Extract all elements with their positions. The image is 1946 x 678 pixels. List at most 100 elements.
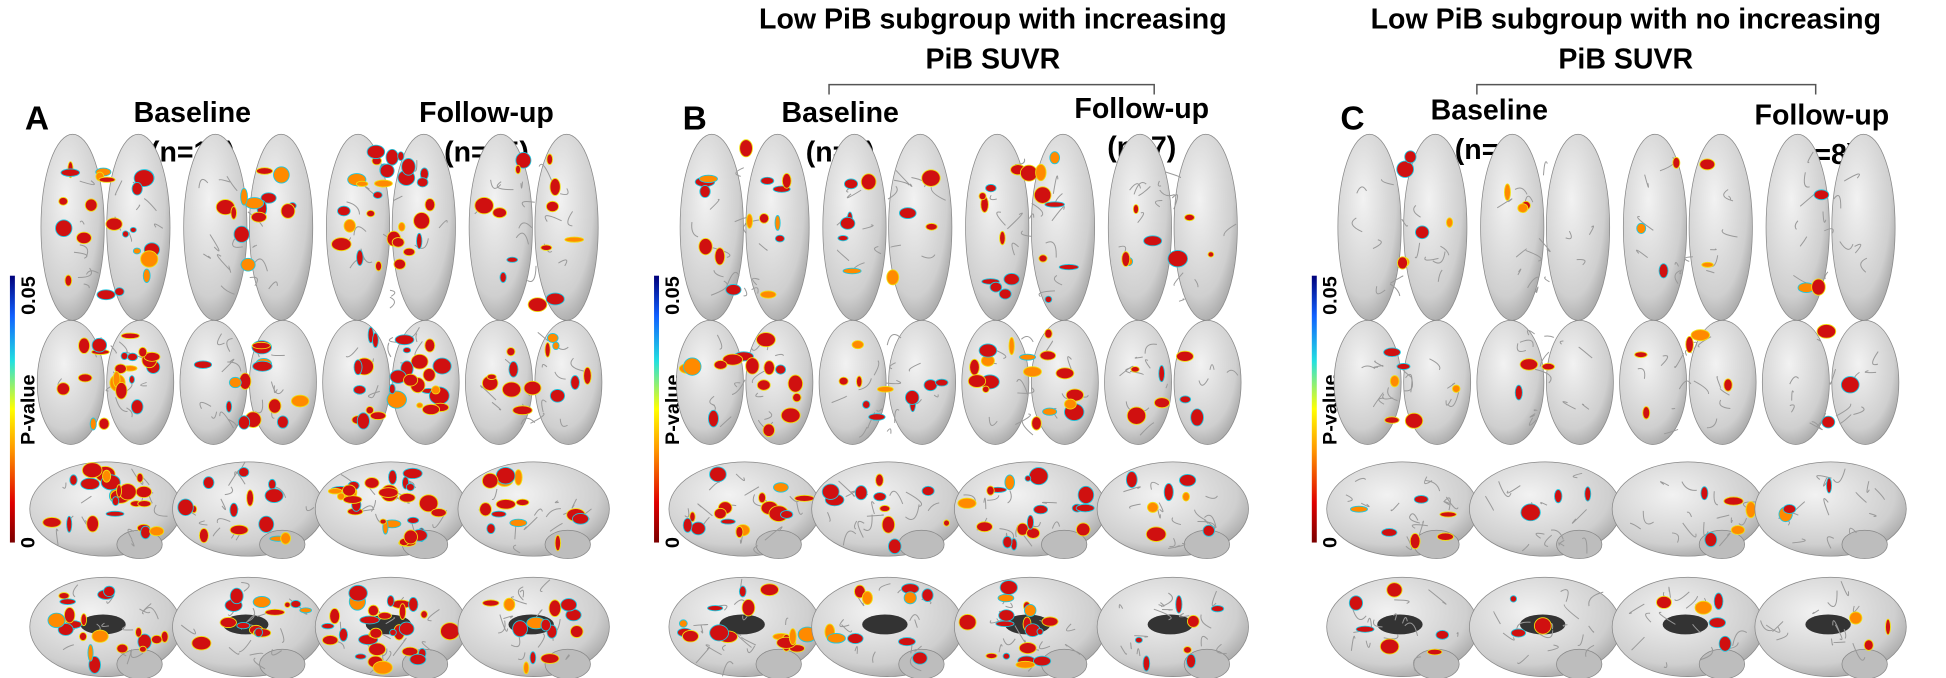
activation-blob bbox=[759, 583, 779, 597]
sulcus bbox=[382, 653, 384, 661]
activation-blob bbox=[506, 347, 516, 357]
sulcus bbox=[1134, 635, 1149, 638]
activation-blob bbox=[773, 482, 789, 493]
sulcus bbox=[427, 609, 440, 622]
sulcus bbox=[1730, 517, 1733, 523]
sulcus bbox=[1038, 641, 1051, 650]
activation-blob bbox=[925, 222, 938, 231]
activation-blob bbox=[1813, 189, 1830, 201]
activation-blob bbox=[725, 284, 742, 296]
sulcus bbox=[905, 491, 922, 508]
sulcus bbox=[1354, 477, 1367, 482]
activation-blob bbox=[160, 630, 169, 643]
cerebellum bbox=[544, 529, 591, 559]
sulcus bbox=[697, 503, 713, 517]
sulcus bbox=[1200, 635, 1209, 647]
activation-blob bbox=[523, 380, 542, 396]
brain-image bbox=[1765, 133, 1896, 321]
sulcus bbox=[1484, 495, 1494, 511]
sulcus bbox=[1351, 217, 1363, 233]
activation-blob bbox=[554, 534, 562, 552]
activation-blob bbox=[290, 394, 310, 408]
activation-blob bbox=[1041, 616, 1059, 627]
activation-blob bbox=[780, 510, 794, 519]
activation-blob bbox=[66, 515, 73, 533]
sulcus bbox=[1405, 536, 1413, 551]
sulcus bbox=[1519, 339, 1534, 348]
activation-blob bbox=[403, 529, 418, 545]
sulcus bbox=[270, 381, 284, 395]
activation-blob bbox=[709, 624, 729, 642]
sulcus bbox=[1123, 486, 1141, 493]
brain-image bbox=[1611, 576, 1764, 678]
activation-blob bbox=[529, 651, 537, 665]
activation-blob bbox=[81, 462, 103, 479]
sulcus bbox=[1716, 376, 1722, 388]
activation-blob bbox=[42, 517, 62, 528]
brain-image bbox=[961, 320, 1099, 445]
sulcus bbox=[544, 215, 562, 222]
sulcus bbox=[1765, 624, 1781, 633]
activation-blob bbox=[1038, 254, 1048, 263]
ventricle bbox=[1147, 614, 1194, 635]
activation-blob bbox=[1003, 273, 1020, 286]
sulcus bbox=[153, 504, 168, 517]
activation-blob bbox=[80, 477, 100, 490]
sulcus bbox=[520, 181, 523, 189]
sulcus bbox=[1830, 638, 1834, 646]
activation-blob bbox=[80, 613, 87, 627]
activation-blob bbox=[837, 235, 849, 242]
sulcus bbox=[1502, 632, 1515, 641]
sulcus bbox=[389, 289, 396, 297]
brain-image bbox=[468, 133, 599, 321]
sulcus bbox=[1713, 491, 1719, 506]
activation-blob bbox=[391, 237, 405, 248]
cerebellum bbox=[259, 648, 306, 678]
sulcus bbox=[873, 360, 880, 376]
activation-blob bbox=[47, 612, 66, 629]
sulcus bbox=[1498, 481, 1512, 498]
activation-blob bbox=[989, 281, 1003, 293]
sulcus bbox=[1393, 613, 1397, 621]
activation-blob bbox=[237, 415, 251, 430]
sulcus bbox=[1721, 229, 1738, 238]
sulcus bbox=[1792, 538, 1806, 544]
sulcus bbox=[226, 337, 233, 352]
activation-blob bbox=[229, 524, 249, 536]
activation-blob bbox=[739, 139, 753, 158]
sulcus bbox=[1710, 248, 1717, 251]
sulcus bbox=[515, 232, 529, 245]
activation-blob bbox=[544, 342, 551, 358]
hemisphere bbox=[1831, 320, 1900, 445]
sulcus bbox=[758, 243, 768, 251]
sulcus bbox=[987, 495, 1000, 501]
brain-image bbox=[172, 576, 325, 678]
sulcus bbox=[1432, 251, 1446, 264]
brain-image bbox=[676, 320, 814, 445]
activation-blob bbox=[256, 167, 274, 175]
sulcus bbox=[1664, 428, 1679, 435]
activation-blob bbox=[130, 399, 144, 415]
activation-blob bbox=[149, 526, 165, 537]
activation-blob bbox=[430, 508, 447, 518]
column-title: Follow-up bbox=[419, 97, 554, 129]
brain-image bbox=[668, 576, 821, 678]
activation-blob bbox=[408, 597, 419, 612]
activation-blob bbox=[763, 360, 775, 376]
activation-blob bbox=[276, 415, 289, 429]
activation-blob bbox=[377, 611, 392, 620]
cerebellum bbox=[116, 648, 163, 678]
sulcus bbox=[1658, 611, 1676, 625]
sulcus bbox=[1703, 521, 1709, 537]
activation-blob bbox=[756, 379, 771, 391]
activation-blob bbox=[372, 191, 383, 199]
sulcus bbox=[1378, 397, 1385, 405]
sulcus bbox=[755, 392, 764, 398]
sulcus bbox=[232, 238, 243, 248]
panel: B Low PiB subgroup with increasing PiB SUV… bbox=[654, 4, 1249, 678]
activation-blob bbox=[388, 383, 396, 395]
activation-blob bbox=[1554, 489, 1563, 504]
sulcus bbox=[253, 657, 266, 670]
activation-blob bbox=[280, 532, 291, 545]
column-title: Follow-up bbox=[1755, 99, 1890, 131]
